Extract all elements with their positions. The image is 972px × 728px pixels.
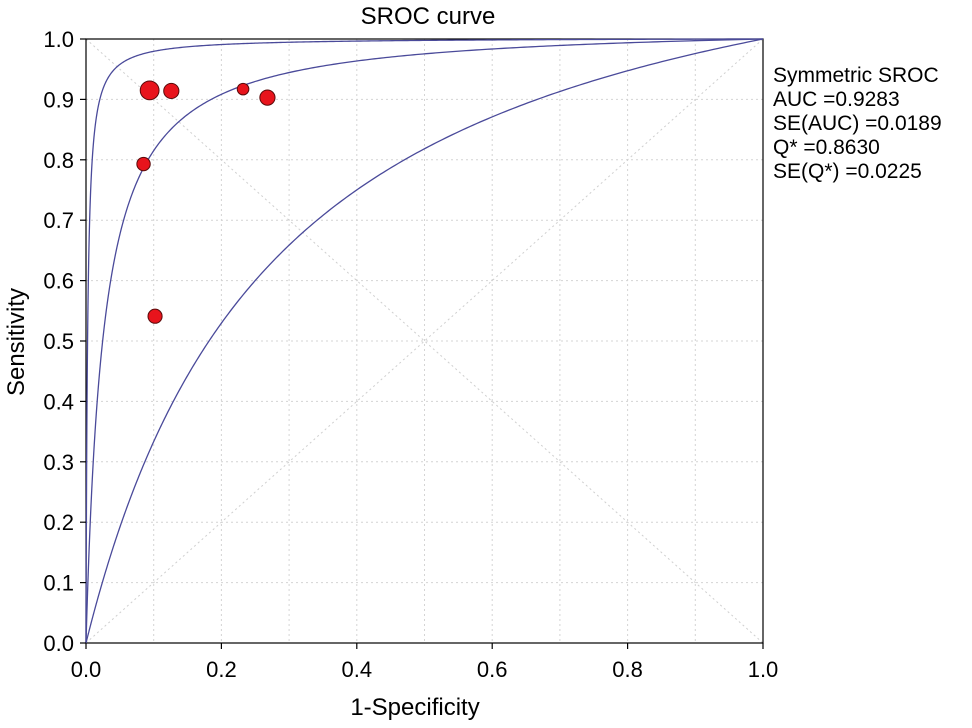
stats-line: AUC =0.9283 bbox=[773, 88, 900, 111]
y-axis-ticks: 0.0 0.1 0.2 0.3 0.4 0.5 0.6 0.7 0.8 0.9 1.0 bbox=[43, 27, 86, 656]
y-tick-label: 0.5 bbox=[43, 329, 74, 354]
q-star-diagonal bbox=[85, 38, 764, 644]
sroc-curve-lower bbox=[85, 38, 764, 644]
chart-title: SROC curve bbox=[361, 3, 496, 30]
stats-line: Symmetric SROC bbox=[773, 64, 939, 87]
sroc-curve-summary bbox=[85, 38, 764, 643]
y-tick-label: 0.1 bbox=[43, 571, 74, 596]
x-tick-label: 1.0 bbox=[748, 657, 779, 682]
study-point bbox=[139, 80, 160, 101]
y-tick-label: 1.0 bbox=[43, 27, 74, 52]
x-tick-label: 0.0 bbox=[71, 657, 102, 682]
grid bbox=[86, 39, 763, 643]
y-tick-label: 0.4 bbox=[43, 389, 74, 414]
stats-line: SE(AUC) =0.0189 bbox=[773, 112, 942, 135]
study-point bbox=[163, 82, 180, 100]
y-tick-label: 0.6 bbox=[43, 269, 74, 294]
study-point bbox=[259, 89, 276, 106]
sroc-curves bbox=[85, 38, 764, 644]
stats-line: Q* =0.8630 bbox=[773, 136, 880, 159]
y-tick-label: 0.7 bbox=[43, 208, 74, 233]
x-axis-label: 1-Specificity bbox=[350, 694, 479, 721]
y-tick-label: 0.3 bbox=[43, 450, 74, 475]
study-point bbox=[136, 156, 151, 172]
chance-diagonal bbox=[85, 38, 764, 644]
x-tick-label: 0.8 bbox=[612, 657, 643, 682]
y-tick-label: 0.2 bbox=[43, 510, 74, 535]
y-tick-label: 0.0 bbox=[43, 631, 74, 656]
study-point bbox=[236, 82, 250, 96]
y-tick-label: 0.8 bbox=[43, 148, 74, 173]
x-tick-label: 0.4 bbox=[342, 657, 373, 682]
x-tick-label: 0.2 bbox=[206, 657, 237, 682]
x-tick-label: 0.6 bbox=[477, 657, 508, 682]
study-point bbox=[147, 308, 163, 324]
stats-line: SE(Q*) =0.0225 bbox=[773, 160, 922, 183]
study-points bbox=[136, 80, 276, 324]
sroc-curve-upper bbox=[85, 38, 764, 643]
y-tick-label: 0.9 bbox=[43, 87, 74, 112]
y-axis-label: Sensitivity bbox=[3, 288, 30, 396]
diagonal-lines bbox=[85, 38, 764, 644]
x-axis-ticks: 0.0 0.2 0.4 0.6 0.8 1.0 bbox=[71, 643, 779, 682]
